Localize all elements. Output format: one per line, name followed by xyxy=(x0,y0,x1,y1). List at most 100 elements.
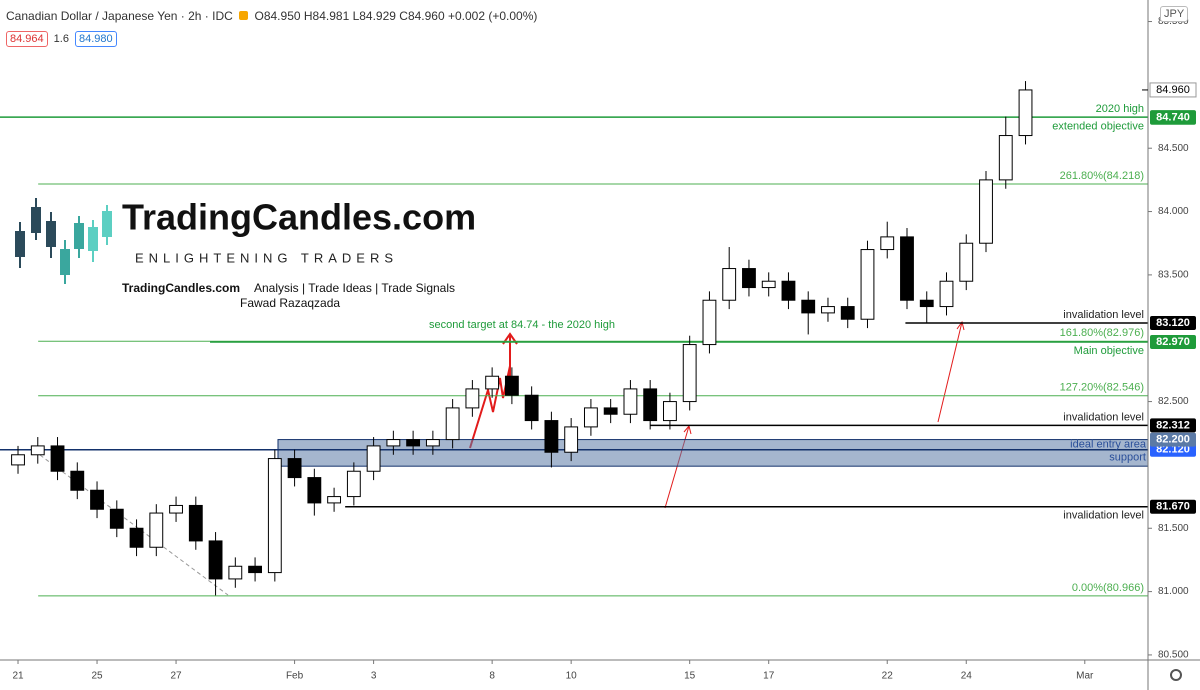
bid[interactable]: 84.964 xyxy=(6,31,48,47)
candle-body xyxy=(346,470,361,498)
candle-body xyxy=(900,236,914,301)
level-text: invalidation level xyxy=(1063,309,1144,321)
level-text: Main objective xyxy=(1074,345,1144,357)
x-tick-label: 10 xyxy=(566,671,578,682)
candle-body xyxy=(50,445,65,472)
candle-body xyxy=(663,401,677,422)
price-label-box xyxy=(1150,418,1196,433)
candle-body xyxy=(603,407,618,415)
arrow-head xyxy=(502,332,518,345)
y-tick-label: 84.000 xyxy=(1158,206,1189,217)
candle-body xyxy=(919,299,934,308)
price-label-box xyxy=(1150,316,1196,331)
x-tick-label: Mar xyxy=(1076,671,1094,682)
quote: 84.964 1.6 84.980 xyxy=(6,31,117,47)
candle-body xyxy=(801,299,816,314)
price-label: 83.120 xyxy=(1156,317,1190,329)
price-label: 82.312 xyxy=(1156,419,1190,431)
price-label-box xyxy=(1150,432,1196,447)
candle-body xyxy=(70,470,85,491)
x-tick-label: 8 xyxy=(489,671,495,682)
candle-body xyxy=(682,344,697,403)
level-text: invalidation level xyxy=(1063,510,1144,522)
zone-text: ideal entry area xyxy=(1070,439,1147,451)
y-tick-label: 83.500 xyxy=(1158,270,1189,281)
candle-body xyxy=(208,540,223,580)
tagline: ENLIGHTENING TRADERS xyxy=(135,250,398,265)
price-label-box xyxy=(1150,110,1196,125)
annotation: second target at 84.74 - the 2020 high xyxy=(429,319,615,331)
price-label-box xyxy=(1150,499,1196,514)
level-text: 0.00%(80.966) xyxy=(1072,582,1144,594)
candle-body xyxy=(504,375,519,396)
candle-body xyxy=(30,445,45,456)
spread: 1.6 xyxy=(53,33,69,45)
candle-body xyxy=(524,394,539,422)
y-tick-label: 80.500 xyxy=(1158,650,1189,661)
candle-body xyxy=(702,299,717,346)
price-label: 82.200 xyxy=(1156,433,1190,445)
ask[interactable]: 84.980 xyxy=(74,31,117,47)
currency[interactable]: JPY xyxy=(1160,6,1189,22)
candle-body xyxy=(880,236,895,251)
brand: TradingCandles.com xyxy=(122,197,476,238)
site: TradingCandles.com xyxy=(122,281,240,295)
x-tick-label: Feb xyxy=(286,671,304,682)
candle-body xyxy=(998,135,1013,181)
zone-text: support xyxy=(1109,452,1146,464)
candle-body xyxy=(169,504,183,514)
y-tick-label: 81.000 xyxy=(1158,586,1189,597)
last-price-label: 84.960 xyxy=(1156,84,1190,96)
level-text: 2020 high xyxy=(1096,103,1144,115)
y-tick-label: 82.500 xyxy=(1158,396,1189,407)
price-label: 82.970 xyxy=(1156,336,1190,348)
settings-icon[interactable] xyxy=(1170,669,1182,681)
candle-body xyxy=(722,268,737,301)
candle-body xyxy=(939,280,954,308)
candle-body xyxy=(742,268,756,289)
candle-body xyxy=(821,306,835,314)
candle-body xyxy=(781,280,796,301)
x-tick-label: 3 xyxy=(371,671,377,682)
price-label: 82.120 xyxy=(1156,444,1190,456)
level-text: 261.80%(84.218) xyxy=(1060,170,1144,182)
arrow-head xyxy=(956,320,965,331)
candle-body xyxy=(386,439,401,447)
candle-body xyxy=(583,407,598,428)
candle-body xyxy=(959,242,974,282)
candle-body xyxy=(188,504,203,542)
author: Fawad Razaqzada xyxy=(240,296,340,310)
ohlc: O84.950 H84.981 L84.929 C84.960 +0.002 (… xyxy=(254,9,538,23)
candle-body xyxy=(129,527,144,548)
candle-body xyxy=(287,458,302,479)
candle-body xyxy=(544,420,559,453)
header: Canadian Dollar / Japanese Yen · 2h · ID… xyxy=(6,9,538,23)
x-tick-label: 25 xyxy=(91,671,103,682)
symbol: Canadian Dollar / Japanese Yen · 2h · ID… xyxy=(6,9,233,23)
logo-icon xyxy=(15,198,112,284)
flag-icon xyxy=(239,11,249,20)
candle-body xyxy=(248,565,262,574)
price-label-box xyxy=(1150,335,1196,350)
price-label: 81.670 xyxy=(1156,501,1190,513)
arrow xyxy=(664,425,690,509)
candle-body xyxy=(406,439,421,447)
services: Analysis | Trade Ideas | Trade Signals xyxy=(254,281,455,295)
x-tick-label: 22 xyxy=(882,671,894,682)
candle-body xyxy=(860,249,875,320)
x-tick-label: 24 xyxy=(961,671,973,682)
level-text: extended objective xyxy=(1052,121,1144,133)
level-text: 161.80%(82.976) xyxy=(1060,327,1144,339)
candle-body xyxy=(485,375,500,390)
entry-zone xyxy=(277,439,1149,467)
last-price-box xyxy=(1149,82,1197,98)
candle-body xyxy=(228,565,243,580)
candle-body xyxy=(445,407,460,441)
y-tick-label: 84.500 xyxy=(1158,143,1189,154)
candle-body xyxy=(979,179,993,244)
projection-path xyxy=(469,365,511,449)
level-text: 127.20%(82.546) xyxy=(1060,382,1144,394)
candle-body xyxy=(149,512,164,548)
